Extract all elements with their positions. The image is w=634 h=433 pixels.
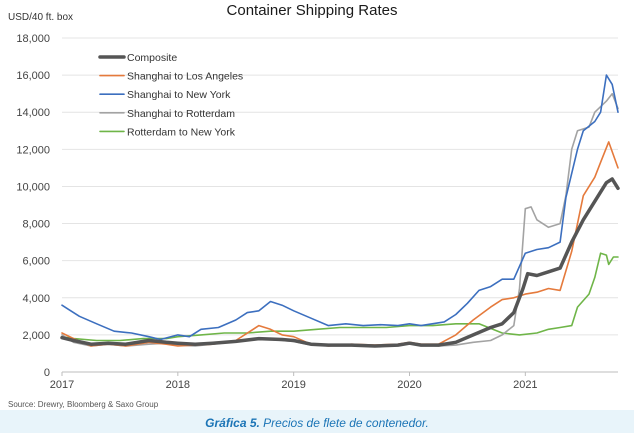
line-chart: Container Shipping Rates USD/40 ft. box …	[8, 2, 620, 409]
y-tick-label: 18,000	[16, 33, 50, 45]
y-tick-label: 2,000	[22, 330, 50, 342]
series-line-shanghai-to-los-angeles	[61, 141, 619, 347]
caption-text: Precios de flete de contenedor.	[259, 416, 429, 430]
y-tick-label: 6,000	[22, 256, 50, 268]
legend-label: Rotterdam to New York	[127, 126, 236, 138]
legend: Composite Shanghai to Los Angeles Shanghai…	[98, 52, 243, 138]
series-line-shanghai-to-new-york	[61, 74, 619, 341]
chart-panel: Container Shipping Rates USD/40 ft. box …	[0, 0, 634, 410]
figure-caption: Gráfica 5. Precios de flete de contenedo…	[0, 416, 634, 430]
chart-title: Container Shipping Rates	[227, 2, 398, 19]
series-line-composite	[60, 177, 620, 348]
legend-label: Shanghai to New York	[127, 89, 231, 101]
y-tick-label: 0	[44, 367, 50, 379]
x-tick-label: 2019	[281, 379, 305, 391]
x-axis-ticks: 2017 2018 2019 2020 2021	[50, 372, 538, 391]
x-tick-label: 2018	[166, 379, 190, 391]
y-axis-ticks: 0 2,000 4,000 6,000 8,000 10,000 12,000 14,000 1…	[16, 33, 50, 379]
y-tick-label: 12,000	[16, 144, 50, 156]
x-tick-label: 2020	[397, 379, 421, 391]
caption-label: Gráfica 5.	[205, 416, 260, 430]
x-tick-label: 2021	[513, 379, 537, 391]
y-tick-label: 14,000	[16, 107, 50, 119]
x-tick-label: 2017	[50, 379, 74, 391]
source-note: Source: Drewry, Bloomberg & Saxo Group	[8, 400, 159, 409]
y-tick-label: 16,000	[16, 70, 50, 82]
y-tick-label: 4,000	[22, 293, 50, 305]
y-tick-label: 10,000	[16, 181, 50, 193]
legend-label: Composite	[127, 52, 177, 64]
y-tick-label: 8,000	[22, 219, 50, 231]
y-unit-label: USD/40 ft. box	[8, 12, 73, 23]
series-lines	[60, 74, 620, 348]
grid	[62, 37, 618, 373]
series-line-rotterdam-to-new-york	[61, 252, 619, 342]
legend-label: Shanghai to Los Angeles	[127, 71, 243, 83]
legend-label: Shanghai to Rotterdam	[127, 108, 235, 120]
